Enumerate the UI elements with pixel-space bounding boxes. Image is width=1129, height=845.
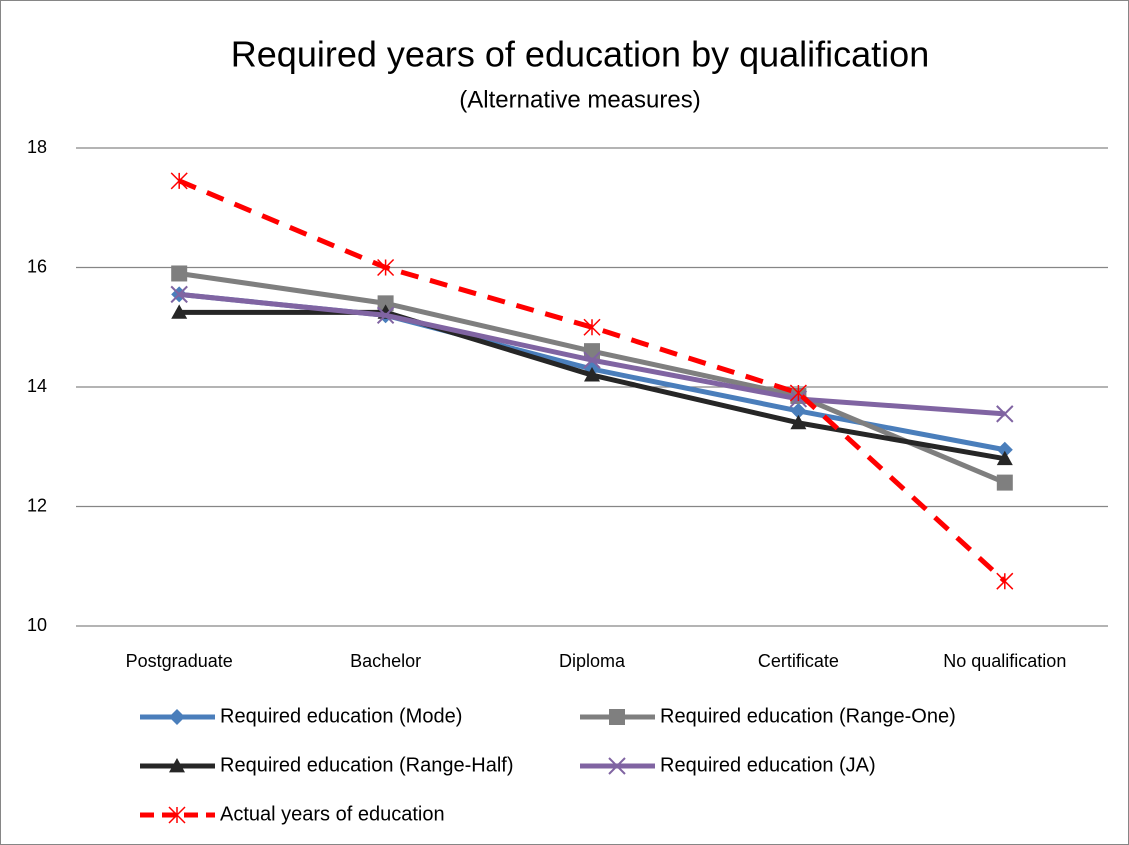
chart-subtitle: (Alternative measures) bbox=[459, 86, 700, 113]
x-tick-label: Postgraduate bbox=[126, 651, 233, 671]
data-point bbox=[170, 172, 188, 190]
data-point bbox=[996, 405, 1014, 423]
data-point bbox=[996, 441, 1013, 458]
legend-label: Actual years of education bbox=[220, 803, 445, 825]
data-point bbox=[171, 304, 188, 319]
y-tick-label: 18 bbox=[27, 137, 47, 157]
legend-marker bbox=[608, 757, 626, 775]
x-tick-label: Diploma bbox=[559, 651, 626, 671]
data-point bbox=[584, 367, 600, 382]
data-point bbox=[376, 306, 395, 325]
legend-marker bbox=[169, 709, 185, 725]
legend-marker bbox=[168, 806, 186, 824]
data-point bbox=[377, 258, 395, 277]
y-tick-label: 10 bbox=[27, 615, 47, 635]
data-point bbox=[171, 265, 188, 282]
legend-marker bbox=[169, 758, 185, 773]
legend-marker bbox=[609, 709, 625, 725]
data-point bbox=[996, 572, 1014, 590]
data-point bbox=[583, 351, 601, 369]
legend-label: Required education (Mode) bbox=[220, 705, 462, 727]
x-tick-label: Certificate bbox=[758, 651, 839, 671]
y-tick-label: 16 bbox=[27, 256, 47, 276]
data-point bbox=[996, 474, 1013, 491]
legend-label: Required education (JA) bbox=[660, 754, 876, 776]
data-point bbox=[377, 295, 394, 312]
x-tick-label: Bachelor bbox=[350, 651, 421, 671]
legend-label: Required education (Range-One) bbox=[660, 705, 956, 727]
data-point bbox=[790, 402, 807, 419]
data-point bbox=[790, 414, 807, 430]
chart-title: Required years of education by qualifica… bbox=[231, 34, 929, 75]
data-point bbox=[996, 450, 1013, 466]
y-tick-label: 14 bbox=[27, 376, 47, 396]
data-point bbox=[789, 384, 807, 402]
data-point bbox=[583, 318, 601, 336]
y-tick-label: 12 bbox=[27, 495, 47, 515]
legend-label: Required education (Range-Half) bbox=[220, 754, 514, 776]
data-point bbox=[170, 285, 188, 304]
x-tick-label: No qualification bbox=[943, 651, 1066, 671]
